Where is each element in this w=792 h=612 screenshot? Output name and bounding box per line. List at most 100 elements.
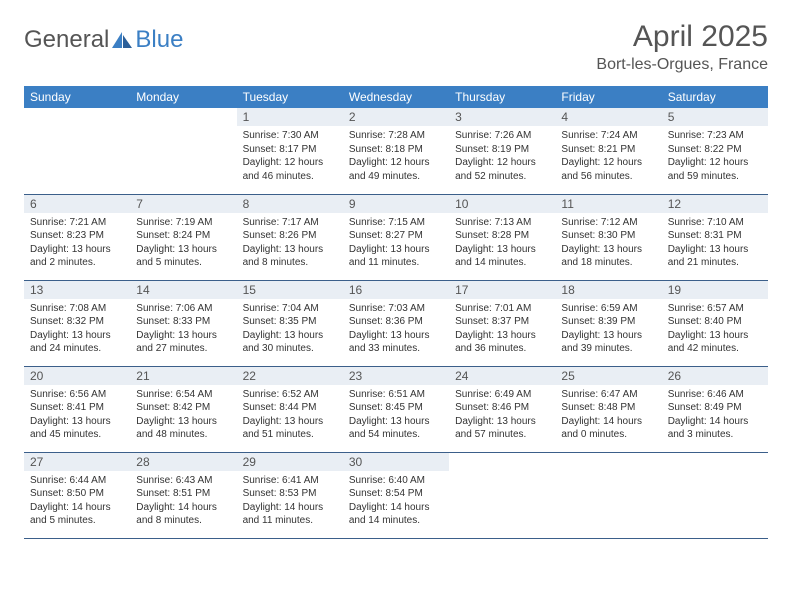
daylight-label: Daylight:	[561, 416, 600, 427]
calendar-cell: 24Sunrise: 6:49 AMSunset: 8:46 PMDayligh…	[449, 366, 555, 452]
day-body: Sunrise: 6:51 AMSunset: 8:45 PMDaylight:…	[343, 385, 449, 446]
sunset-label: Sunset:	[349, 402, 383, 413]
sunset-label: Sunset:	[349, 230, 383, 241]
calendar-cell: 3Sunrise: 7:26 AMSunset: 8:19 PMDaylight…	[449, 108, 555, 194]
sunrise-value: 7:28 AM	[388, 130, 425, 141]
day-body: Sunrise: 7:15 AMSunset: 8:27 PMDaylight:…	[343, 213, 449, 274]
sunrise-value: 6:49 AM	[495, 389, 532, 400]
day-number: 19	[662, 281, 768, 299]
calendar-cell: 26Sunrise: 6:46 AMSunset: 8:49 PMDayligh…	[662, 366, 768, 452]
day-number: 29	[237, 453, 343, 471]
sunset-value: 8:35 PM	[279, 316, 316, 327]
sunrise-value: 7:30 AM	[282, 130, 319, 141]
calendar-cell: 12Sunrise: 7:10 AMSunset: 8:31 PMDayligh…	[662, 194, 768, 280]
sunrise-value: 6:40 AM	[388, 475, 425, 486]
day-body: Sunrise: 7:04 AMSunset: 8:35 PMDaylight:…	[237, 299, 343, 360]
sunrise-label: Sunrise:	[30, 475, 67, 486]
sunset-label: Sunset:	[243, 488, 277, 499]
calendar-cell: 11Sunrise: 7:12 AMSunset: 8:30 PMDayligh…	[555, 194, 661, 280]
calendar-row: 6Sunrise: 7:21 AMSunset: 8:23 PMDaylight…	[24, 194, 768, 280]
daylight-label: Daylight:	[349, 244, 388, 255]
sunset-label: Sunset:	[30, 316, 64, 327]
sunset-value: 8:49 PM	[704, 402, 741, 413]
calendar-cell: 29Sunrise: 6:41 AMSunset: 8:53 PMDayligh…	[237, 452, 343, 538]
daylight-label: Daylight:	[136, 244, 175, 255]
sunrise-value: 6:54 AM	[176, 389, 213, 400]
logo-text-blue: Blue	[135, 26, 183, 54]
dayhead-tuesday: Tuesday	[237, 86, 343, 108]
logo-sail-icon	[111, 31, 133, 49]
sunrise-label: Sunrise:	[349, 475, 386, 486]
day-number: 1	[237, 108, 343, 126]
sunset-label: Sunset:	[668, 402, 702, 413]
day-body: Sunrise: 6:49 AMSunset: 8:46 PMDaylight:…	[449, 385, 555, 446]
calendar-cell: 5Sunrise: 7:23 AMSunset: 8:22 PMDaylight…	[662, 108, 768, 194]
sunset-label: Sunset:	[349, 144, 383, 155]
sunrise-label: Sunrise:	[668, 217, 705, 228]
daylight-label: Daylight:	[243, 157, 282, 168]
day-number: 21	[130, 367, 236, 385]
daylight-label: Daylight:	[243, 416, 282, 427]
daylight-label: Daylight:	[349, 157, 388, 168]
day-body: Sunrise: 7:17 AMSunset: 8:26 PMDaylight:…	[237, 213, 343, 274]
sunset-value: 8:45 PM	[386, 402, 423, 413]
calendar-cell: 13Sunrise: 7:08 AMSunset: 8:32 PMDayligh…	[24, 280, 130, 366]
sunset-value: 8:40 PM	[704, 316, 741, 327]
daylight-label: Daylight:	[668, 330, 707, 341]
daylight-label: Daylight:	[561, 157, 600, 168]
day-body: Sunrise: 6:47 AMSunset: 8:48 PMDaylight:…	[555, 385, 661, 446]
sunset-value: 8:22 PM	[704, 144, 741, 155]
calendar-cell: 10Sunrise: 7:13 AMSunset: 8:28 PMDayligh…	[449, 194, 555, 280]
calendar-cell: 28Sunrise: 6:43 AMSunset: 8:51 PMDayligh…	[130, 452, 236, 538]
day-number: 18	[555, 281, 661, 299]
sunrise-label: Sunrise:	[136, 217, 173, 228]
sunset-value: 8:23 PM	[67, 230, 104, 241]
day-number: 25	[555, 367, 661, 385]
calendar-cell: ..	[24, 108, 130, 194]
sunset-value: 8:19 PM	[492, 144, 529, 155]
sunset-label: Sunset:	[243, 402, 277, 413]
day-body: Sunrise: 7:24 AMSunset: 8:21 PMDaylight:…	[555, 126, 661, 187]
sunset-label: Sunset:	[243, 316, 277, 327]
day-number: 3	[449, 108, 555, 126]
sunset-label: Sunset:	[668, 144, 702, 155]
sunrise-label: Sunrise:	[243, 389, 280, 400]
sunset-value: 8:27 PM	[386, 230, 423, 241]
day-body: Sunrise: 6:52 AMSunset: 8:44 PMDaylight:…	[237, 385, 343, 446]
sunrise-label: Sunrise:	[455, 130, 492, 141]
daylight-label: Daylight:	[668, 157, 707, 168]
daylight-label: Daylight:	[455, 244, 494, 255]
daylight-label: Daylight:	[455, 330, 494, 341]
sunrise-label: Sunrise:	[243, 217, 280, 228]
sunrise-label: Sunrise:	[668, 130, 705, 141]
sunrise-value: 6:47 AM	[601, 389, 638, 400]
calendar-cell: 23Sunrise: 6:51 AMSunset: 8:45 PMDayligh…	[343, 366, 449, 452]
sunrise-label: Sunrise:	[349, 303, 386, 314]
calendar-row: 13Sunrise: 7:08 AMSunset: 8:32 PMDayligh…	[24, 280, 768, 366]
calendar-cell: 27Sunrise: 6:44 AMSunset: 8:50 PMDayligh…	[24, 452, 130, 538]
calendar-cell: 19Sunrise: 6:57 AMSunset: 8:40 PMDayligh…	[662, 280, 768, 366]
calendar-cell: 22Sunrise: 6:52 AMSunset: 8:44 PMDayligh…	[237, 366, 343, 452]
day-body: Sunrise: 6:56 AMSunset: 8:41 PMDaylight:…	[24, 385, 130, 446]
daylight-label: Daylight:	[243, 244, 282, 255]
day-number: 7	[130, 195, 236, 213]
sunrise-value: 7:06 AM	[176, 303, 213, 314]
sunrise-label: Sunrise:	[561, 130, 598, 141]
day-number: 12	[662, 195, 768, 213]
day-body: Sunrise: 6:40 AMSunset: 8:54 PMDaylight:…	[343, 471, 449, 532]
daylight-label: Daylight:	[455, 157, 494, 168]
day-number: 13	[24, 281, 130, 299]
day-body: Sunrise: 7:08 AMSunset: 8:32 PMDaylight:…	[24, 299, 130, 360]
calendar-cell: 7Sunrise: 7:19 AMSunset: 8:24 PMDaylight…	[130, 194, 236, 280]
title-block: April 2025 Bort-les-Orgues, France	[596, 20, 768, 74]
sunrise-value: 7:17 AM	[282, 217, 319, 228]
calendar-table: Sunday Monday Tuesday Wednesday Thursday…	[24, 86, 768, 539]
sunset-value: 8:17 PM	[279, 144, 316, 155]
sunrise-label: Sunrise:	[455, 217, 492, 228]
sunrise-value: 7:04 AM	[282, 303, 319, 314]
calendar-cell: 25Sunrise: 6:47 AMSunset: 8:48 PMDayligh…	[555, 366, 661, 452]
sunset-label: Sunset:	[668, 230, 702, 241]
daylight-label: Daylight:	[30, 330, 69, 341]
sunset-value: 8:39 PM	[598, 316, 635, 327]
sunrise-label: Sunrise:	[30, 217, 67, 228]
